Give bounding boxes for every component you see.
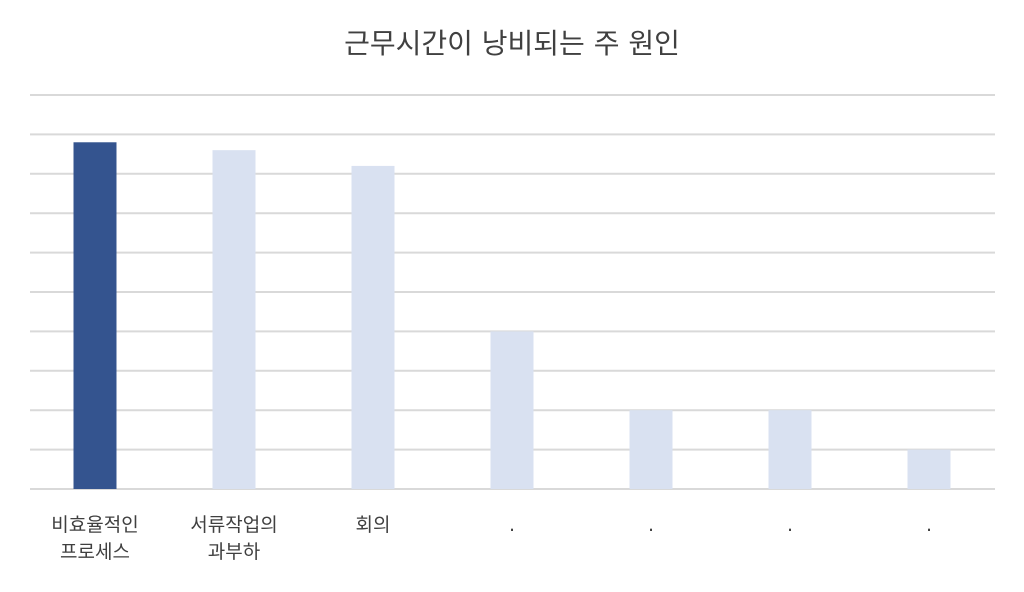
category-label: 프로세스 [60,541,130,563]
category-label: 서류작업의 [190,514,277,536]
category-label: . [926,514,932,536]
category-label: . [648,514,654,536]
bar [629,410,673,489]
category-label: 회의 [356,514,391,536]
category-label: . [509,514,515,536]
category-label: 과부하 [208,541,260,563]
category-label: 비효율적인 [51,514,138,536]
bar [73,142,117,489]
bar [351,165,395,490]
bar [212,150,256,489]
category-label: . [787,514,793,536]
bar [907,449,951,489]
bar [768,410,812,489]
bar [490,331,534,489]
chart-title: 근무시간이 낭비되는 주 원인 [344,27,680,60]
